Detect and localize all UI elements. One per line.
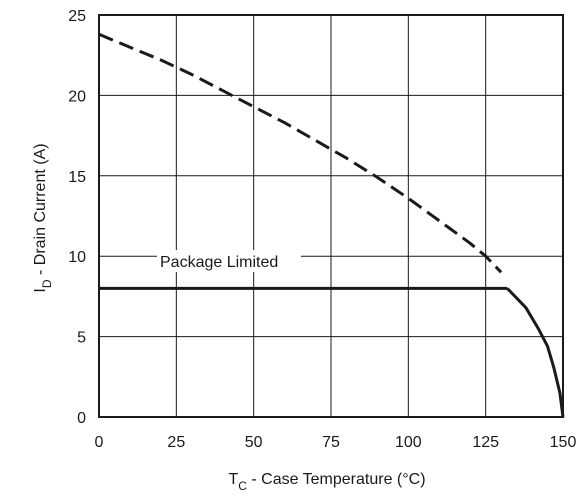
x-tick-label: 50 — [245, 434, 263, 451]
y-tick-label: 15 — [68, 169, 86, 186]
x-axis-label: TC - Case Temperature (°C) — [228, 471, 425, 493]
package-limited-label: Package Limited — [160, 254, 278, 271]
y-axis-label: ID - Drain Current (A) — [32, 143, 54, 292]
x-tick-label: 0 — [95, 434, 104, 451]
y-tick-label: 20 — [68, 88, 86, 105]
y-tick-label: 25 — [68, 8, 86, 25]
series-lines — [98, 32, 565, 418]
y-tick-labels: 0 5 10 15 20 25 — [68, 8, 86, 427]
y-axis-label-main: I — [32, 288, 49, 292]
x-tick-label: 25 — [167, 434, 185, 451]
annotation-background — [157, 250, 301, 272]
y-tick-label: 0 — [77, 410, 86, 427]
y-axis-label-subscript: D — [40, 279, 54, 288]
grid-lines — [98, 14, 564, 418]
y-tick-label: 5 — [77, 330, 86, 347]
solid-curve-series-2 — [506, 287, 565, 418]
x-tick-label: 100 — [395, 434, 422, 451]
dashed-curve-series-0 — [98, 32, 503, 274]
plot-frame — [98, 14, 564, 418]
x-axis-label-main: T — [228, 471, 238, 488]
x-tick-label: 75 — [322, 434, 340, 451]
x-axis-label-subscript: C — [238, 479, 247, 493]
x-tick-label: 150 — [550, 434, 577, 451]
x-axis-label-rest: - Case Temperature (°C) — [247, 471, 426, 488]
y-tick-label: 10 — [68, 249, 86, 266]
x-tick-label: 125 — [472, 434, 499, 451]
y-axis-label-rest: - Drain Current (A) — [32, 143, 49, 279]
x-tick-labels: 0 25 50 75 100 125 150 — [95, 434, 577, 451]
